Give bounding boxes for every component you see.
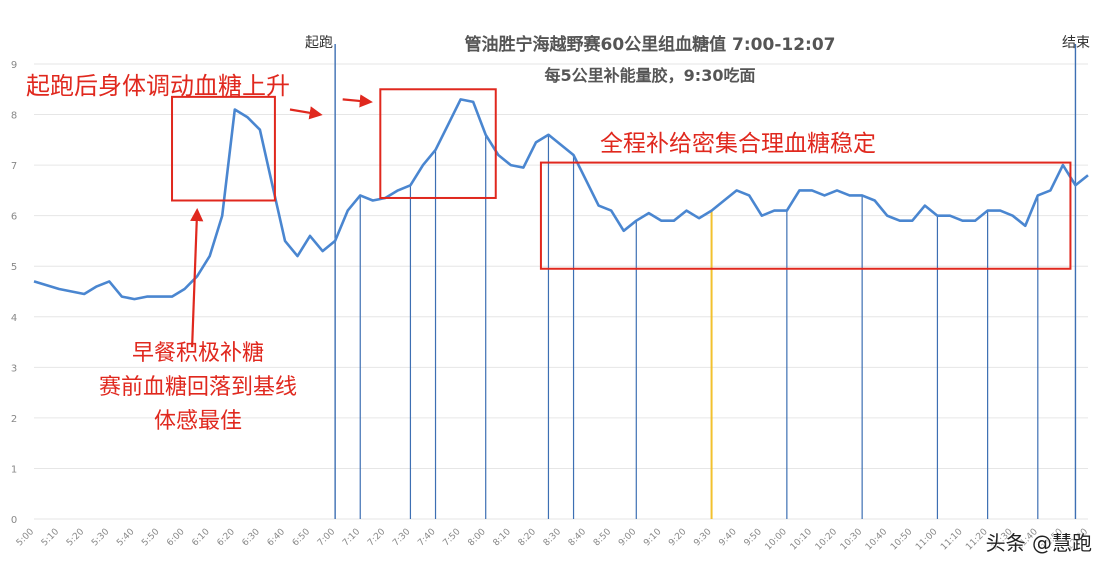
x-tick-label: 6:30 bbox=[241, 527, 263, 549]
x-tick-label: 11:10 bbox=[939, 527, 965, 553]
box-start-rise bbox=[379, 88, 497, 199]
x-tick-label: 8:20 bbox=[517, 527, 539, 549]
end-marker-label: 结束 bbox=[1062, 35, 1090, 51]
x-tick-label: 5:10 bbox=[40, 527, 62, 549]
x-tick-label: 9:10 bbox=[642, 527, 664, 549]
x-tick-label: 10:20 bbox=[814, 527, 840, 553]
y-tick-label: 0 bbox=[11, 515, 17, 526]
y-tick-label: 2 bbox=[11, 414, 17, 425]
x-tick-label: 9:30 bbox=[692, 527, 714, 549]
x-tick-label: 5:50 bbox=[140, 527, 162, 549]
x-tick-label: 9:40 bbox=[717, 527, 739, 549]
y-tick-label: 6 bbox=[11, 212, 17, 223]
annotation-breakfast-1: 早餐积极补糖 bbox=[131, 341, 264, 366]
y-tick-label: 1 bbox=[11, 464, 17, 475]
x-tick-label: 6:50 bbox=[291, 527, 313, 549]
x-tick-label: 10:00 bbox=[764, 527, 790, 553]
x-tick-label: 5:40 bbox=[115, 527, 137, 549]
annotation-breakfast-3: 体感最佳 bbox=[153, 409, 242, 434]
start-marker-label: 起跑 bbox=[305, 35, 333, 51]
y-tick-label: 3 bbox=[11, 363, 17, 374]
chart-title: 管油胜宁海越野赛60公里组血糖值 7:00-12:07 bbox=[464, 35, 836, 55]
x-tick-label: 5:00 bbox=[15, 527, 37, 549]
x-tick-label: 10:30 bbox=[839, 527, 865, 553]
box-breakfast-peak bbox=[171, 95, 276, 202]
x-tick-label: 10:10 bbox=[789, 527, 815, 553]
x-tick-label: 5:30 bbox=[90, 527, 112, 549]
x-tick-label: 7:30 bbox=[391, 527, 413, 549]
x-tick-label: 8:30 bbox=[542, 527, 564, 549]
x-tick-label: 8:00 bbox=[466, 527, 488, 549]
x-tick-label: 6:00 bbox=[165, 527, 187, 549]
x-tick-label: 6:40 bbox=[266, 527, 288, 549]
annotation-rise: 起跑后身体调动血糖上升 bbox=[26, 72, 290, 100]
arrow-breakfast bbox=[190, 207, 204, 348]
x-tick-label: 8:10 bbox=[492, 527, 514, 549]
annotation-stable: 全程补给密集合理血糖稳定 bbox=[600, 131, 876, 157]
x-tick-label: 7:40 bbox=[416, 527, 438, 549]
x-tick-label: 7:00 bbox=[316, 527, 338, 549]
box-stable-zone bbox=[539, 161, 1072, 270]
x-tick-label: 9:20 bbox=[667, 527, 689, 549]
x-tick-label: 6:10 bbox=[190, 527, 212, 549]
y-tick-label: 7 bbox=[11, 161, 17, 172]
glucose-series-line bbox=[33, 98, 1089, 301]
y-tick-label: 9 bbox=[11, 60, 17, 71]
x-tick-label: 6:20 bbox=[216, 527, 238, 549]
annotation-breakfast-2: 赛前血糖回落到基线 bbox=[98, 375, 297, 400]
x-tick-label: 9:00 bbox=[617, 527, 639, 549]
y-tick-label: 4 bbox=[11, 313, 17, 324]
chart-subtitle: 每5公里补能量胶，9:30吃面 bbox=[544, 66, 756, 85]
y-tick-label: 5 bbox=[11, 262, 17, 273]
y-tick-label: 8 bbox=[11, 111, 17, 122]
x-tick-label: 9:50 bbox=[743, 527, 765, 549]
x-tick-label: 8:50 bbox=[592, 527, 614, 549]
x-tick-label: 7:20 bbox=[366, 527, 388, 549]
x-tick-label: 10:50 bbox=[889, 527, 915, 553]
x-tick-label: 10:40 bbox=[864, 527, 890, 553]
x-tick-label: 7:50 bbox=[441, 527, 463, 549]
x-tick-label: 8:40 bbox=[567, 527, 589, 549]
x-tick-label: 5:20 bbox=[65, 527, 87, 549]
arrow-rise-right bbox=[342, 94, 373, 108]
x-tick-label: 11:00 bbox=[914, 527, 940, 553]
watermark: 头条 @慧跑 bbox=[985, 531, 1092, 555]
arrow-rise-left bbox=[289, 106, 323, 120]
x-tick-label: 7:10 bbox=[341, 527, 363, 549]
